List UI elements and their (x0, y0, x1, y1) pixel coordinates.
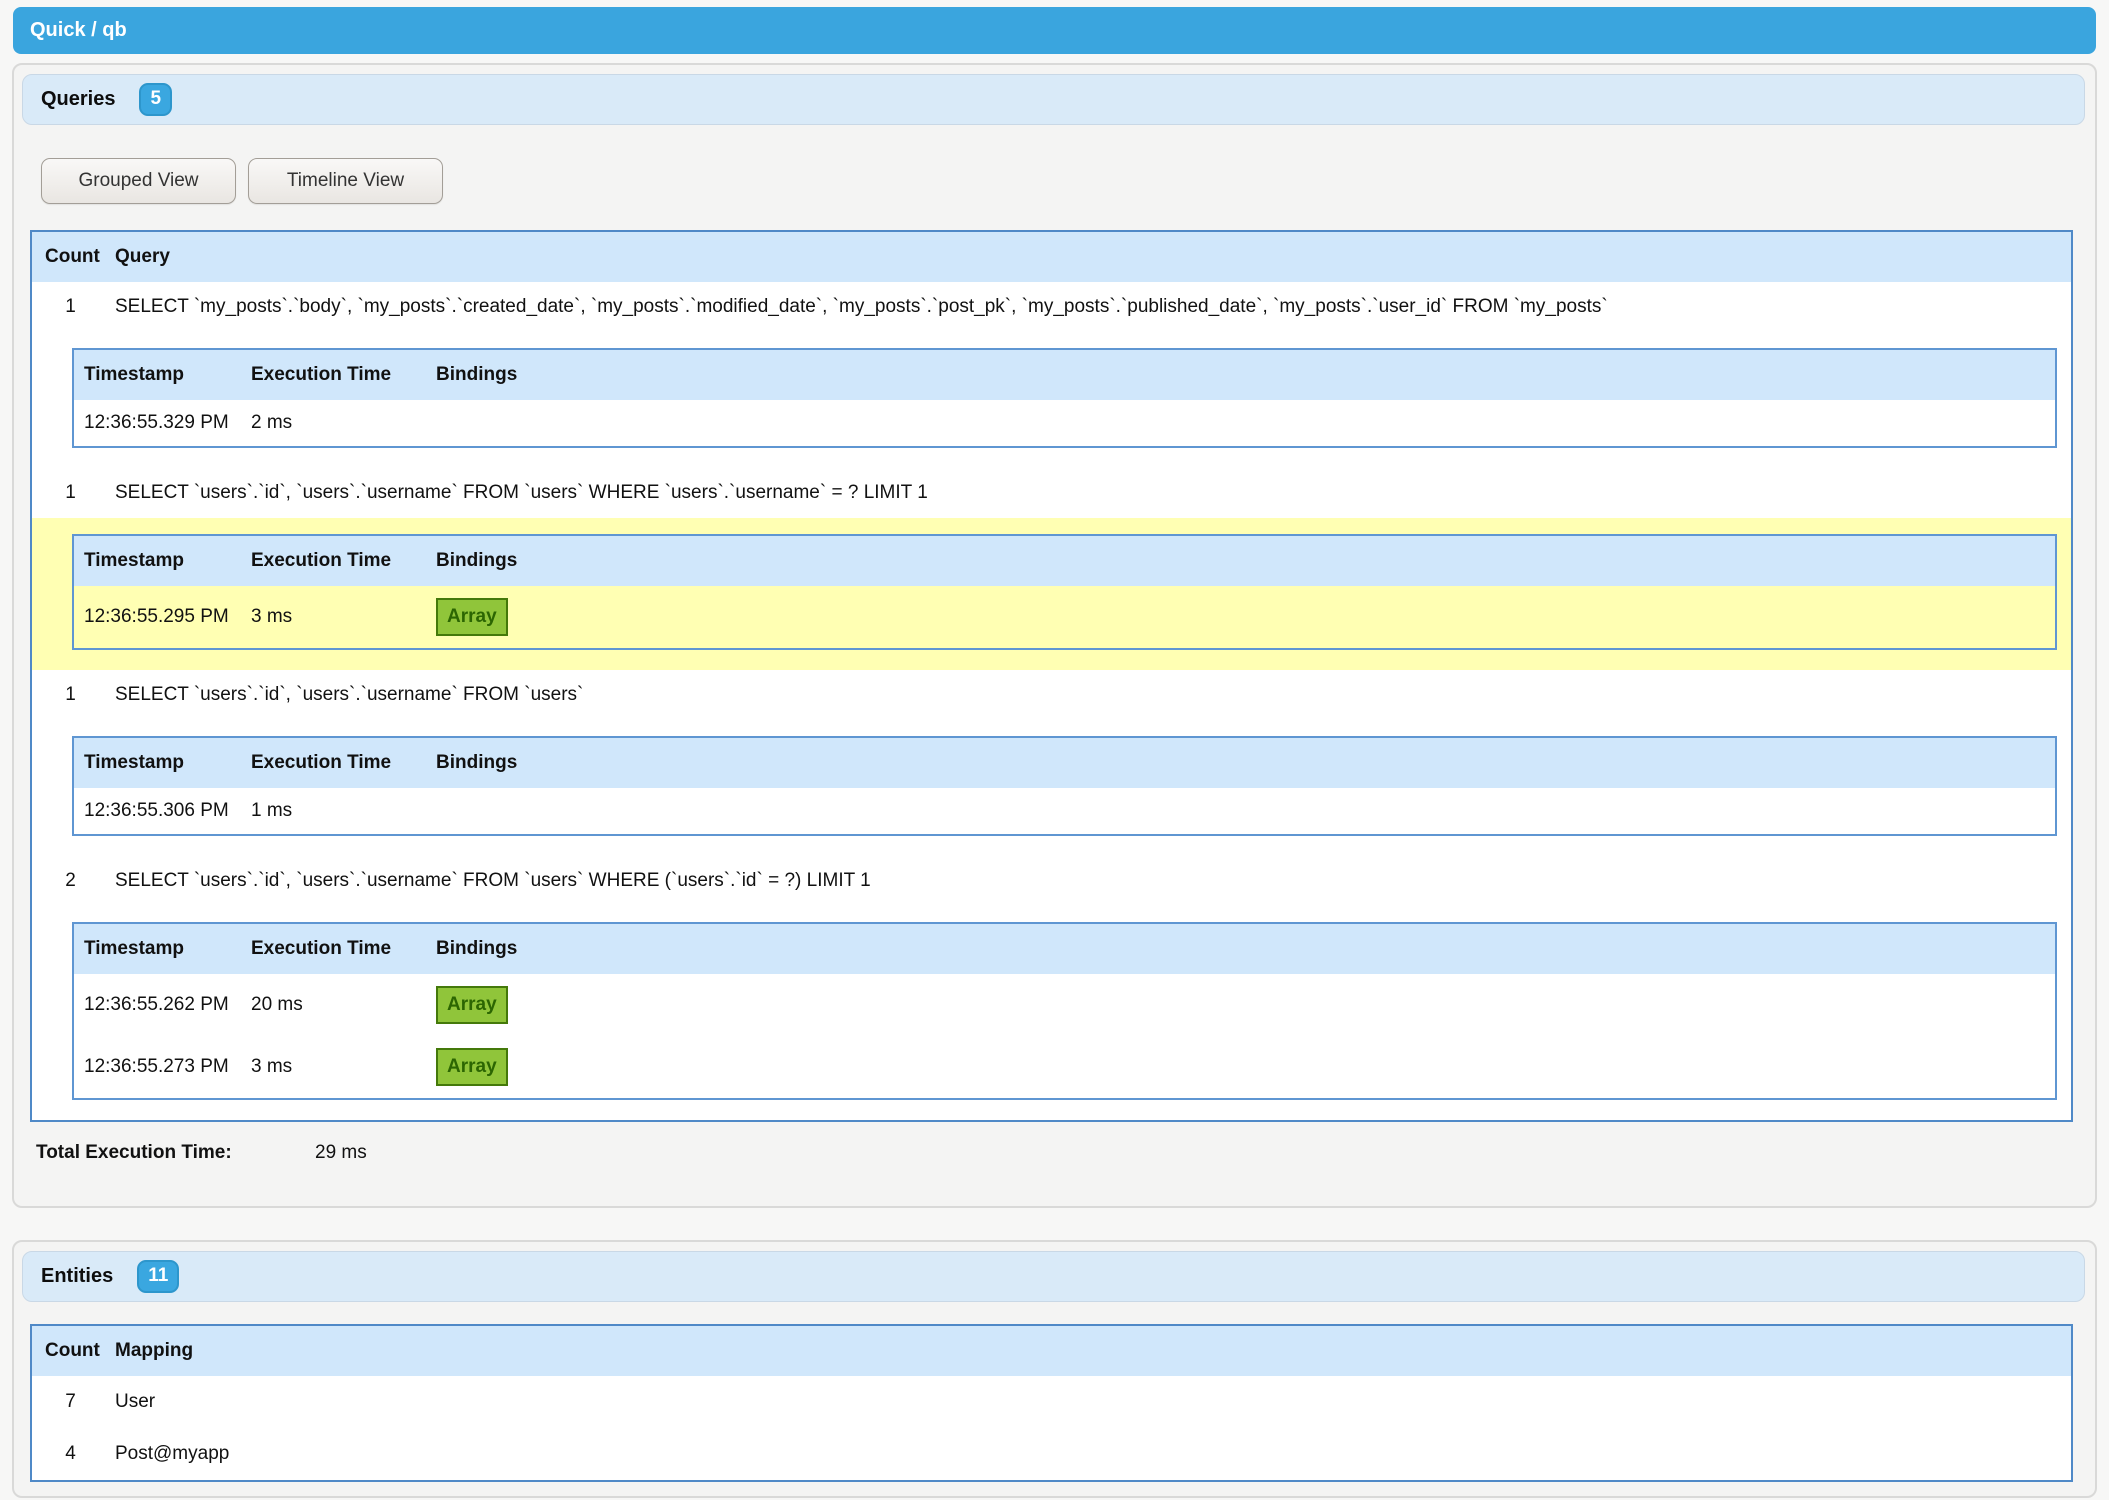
timeline-view-button[interactable]: Timeline View (248, 158, 443, 204)
query-sql: SELECT `users`.`id`, `users`.`username` … (115, 482, 928, 503)
exec-header-timestamp: Timestamp (73, 535, 241, 586)
execution-bindings: Array (426, 586, 2056, 649)
entity-mapping: Post@myapp (115, 1443, 230, 1464)
exec-header-bindings: Bindings (426, 535, 2056, 586)
query-sql: SELECT `users`.`id`, `users`.`username` … (115, 684, 584, 705)
execution-bindings: Array (426, 974, 2056, 1036)
exec-header-timestamp: Timestamp (73, 349, 241, 400)
queries-panel-title: Queries (41, 88, 116, 110)
view-buttons-group: Grouped View Timeline View (41, 158, 2095, 204)
exec-header-bindings: Bindings (426, 923, 2056, 974)
query-executions-row: Timestamp Execution Time Bindings 12:36:… (31, 906, 2072, 1121)
total-execution-time-label: Total Execution Time: (36, 1142, 232, 1163)
query-count: 1 (65, 296, 76, 317)
exec-header-timestamp: Timestamp (73, 923, 241, 974)
queries-table: Count Query 1 SELECT `my_posts`.`body`, … (30, 230, 2073, 1122)
exec-header-execution-time: Execution Time (241, 923, 426, 974)
executions-header-row: Timestamp Execution Time Bindings (73, 737, 2056, 788)
execution-bindings: Array (426, 1036, 2056, 1099)
entities-table-header-row: Count Mapping (31, 1325, 2072, 1376)
executions-header-row: Timestamp Execution Time Bindings (73, 923, 2056, 974)
bindings-array-button[interactable]: Array (436, 1048, 508, 1086)
query-count: 1 (65, 684, 76, 705)
query-count: 2 (65, 870, 76, 891)
execution-bindings (426, 788, 2056, 835)
entities-panel: Entities 11 Count Mapping 7 User 4 Post@… (12, 1240, 2097, 1498)
exec-header-bindings: Bindings (426, 737, 2056, 788)
query-row: 2 SELECT `users`.`id`, `users`.`username… (31, 856, 2072, 906)
entities-header-count: Count (31, 1325, 109, 1376)
entity-count: 7 (65, 1391, 76, 1412)
executions-header-row: Timestamp Execution Time Bindings (73, 349, 2056, 400)
executions-table: Timestamp Execution Time Bindings 12:36:… (72, 922, 2057, 1100)
bindings-array-button[interactable]: Array (436, 598, 508, 636)
execution-time: 20 ms (251, 994, 303, 1015)
query-executions-row: Timestamp Execution Time Bindings 12:36:… (31, 332, 2072, 468)
query-executions-row: Timestamp Execution Time Bindings 12:36:… (31, 518, 2072, 670)
entities-panel-header[interactable]: Entities 11 (22, 1251, 2085, 1302)
query-sql: SELECT `users`.`id`, `users`.`username` … (115, 870, 871, 891)
executions-header-row: Timestamp Execution Time Bindings (73, 535, 2056, 586)
execution-row: 12:36:55.306 PM 1 ms (73, 788, 2056, 835)
query-row: 1 SELECT `my_posts`.`body`, `my_posts`.`… (31, 282, 2072, 332)
bindings-array-button[interactable]: Array (436, 986, 508, 1024)
execution-timestamp: 12:36:55.295 PM (84, 606, 229, 627)
entity-row: 4 Post@myapp (31, 1428, 2072, 1481)
entity-mapping: User (115, 1391, 156, 1412)
grouped-view-button[interactable]: Grouped View (41, 158, 236, 204)
total-execution-time-value: 29 ms (315, 1142, 367, 1163)
queries-header-query: Query (109, 231, 2072, 282)
execution-row: 12:36:55.295 PM 3 ms Array (73, 586, 2056, 649)
exec-header-execution-time: Execution Time (241, 349, 426, 400)
query-count: 1 (65, 482, 76, 503)
queries-count-badge: 5 (139, 83, 173, 116)
exec-header-execution-time: Execution Time (241, 737, 426, 788)
execution-row: 12:36:55.262 PM 20 ms Array (73, 974, 2056, 1036)
execution-row: 12:36:55.329 PM 2 ms (73, 400, 2056, 447)
execution-timestamp: 12:36:55.329 PM (84, 412, 229, 433)
queries-table-header-row: Count Query (31, 231, 2072, 282)
exec-header-bindings: Bindings (426, 349, 2056, 400)
total-execution-time: Total Execution Time: 29 ms (36, 1142, 2095, 1164)
executions-table: Timestamp Execution Time Bindings 12:36:… (72, 736, 2057, 836)
execution-bindings (426, 400, 2056, 447)
entities-header-mapping: Mapping (109, 1325, 2072, 1376)
page-title: Quick / qb (30, 19, 127, 41)
entity-count: 4 (65, 1443, 76, 1464)
query-sql: SELECT `my_posts`.`body`, `my_posts`.`cr… (115, 296, 1608, 317)
execution-timestamp: 12:36:55.306 PM (84, 800, 229, 821)
execution-timestamp: 12:36:55.262 PM (84, 994, 229, 1015)
entities-panel-title: Entities (41, 1265, 114, 1287)
execution-time: 2 ms (251, 412, 293, 433)
queries-panel: Queries 5 Grouped View Timeline View Cou… (12, 63, 2097, 1208)
entity-row: 7 User (31, 1376, 2072, 1428)
queries-header-count: Count (31, 231, 109, 282)
query-executions-row: Timestamp Execution Time Bindings 12:36:… (31, 720, 2072, 856)
exec-header-timestamp: Timestamp (73, 737, 241, 788)
executions-table: Timestamp Execution Time Bindings 12:36:… (72, 348, 2057, 448)
execution-row: 12:36:55.273 PM 3 ms Array (73, 1036, 2056, 1099)
execution-time: 3 ms (251, 606, 293, 627)
queries-panel-header[interactable]: Queries 5 (22, 74, 2085, 125)
execution-timestamp: 12:36:55.273 PM (84, 1056, 229, 1077)
query-row: 1 SELECT `users`.`id`, `users`.`username… (31, 670, 2072, 720)
execution-time: 1 ms (251, 800, 293, 821)
query-row: 1 SELECT `users`.`id`, `users`.`username… (31, 468, 2072, 518)
title-bar: Quick / qb (13, 7, 2096, 54)
entities-count-badge: 11 (137, 1260, 180, 1293)
entities-table: Count Mapping 7 User 4 Post@myapp (30, 1324, 2073, 1482)
execution-time: 3 ms (251, 1056, 293, 1077)
exec-header-execution-time: Execution Time (241, 535, 426, 586)
executions-table: Timestamp Execution Time Bindings 12:36:… (72, 534, 2057, 650)
